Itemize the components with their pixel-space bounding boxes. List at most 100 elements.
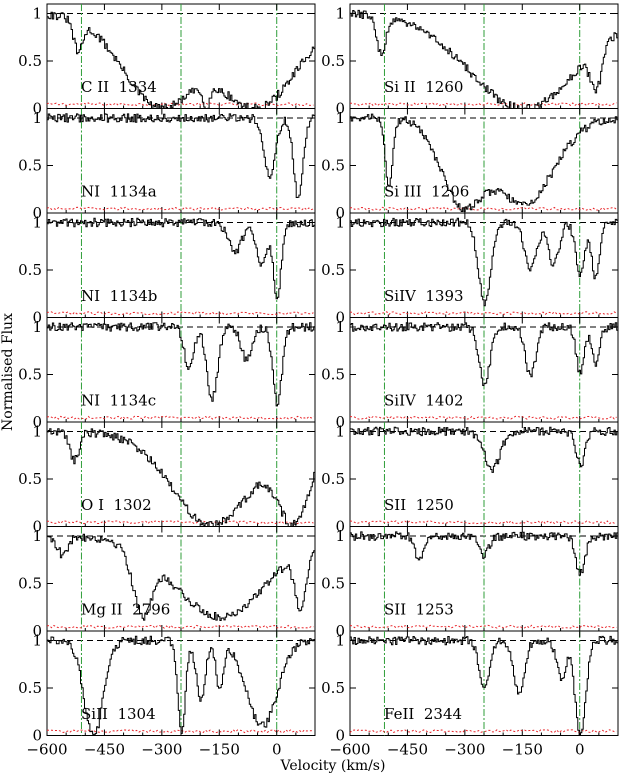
error-spectrum — [349, 520, 617, 525]
y-tick-label: 0 — [335, 413, 345, 431]
y-tick-label: 1 — [32, 214, 42, 232]
flux-spectrum — [47, 533, 315, 621]
y-tick-label: 0.5 — [321, 679, 345, 697]
ion-label: SiII 1304 — [81, 705, 156, 723]
y-tick-label: 1 — [32, 632, 42, 650]
ion-label: SiIV 1402 — [384, 392, 464, 410]
error-spectrum — [46, 520, 314, 525]
y-tick-label: 1 — [32, 5, 42, 23]
x-tick-label: −600 — [26, 741, 67, 759]
flux-spectrum — [350, 217, 618, 307]
y-tick-label: 0.5 — [321, 261, 345, 279]
y-tick-label: 0.5 — [18, 52, 42, 70]
y-tick-label: 0.5 — [321, 366, 345, 384]
y-tick-label: 1 — [32, 109, 42, 127]
flux-spectrum — [350, 113, 618, 212]
ion-label: Mg II 2796 — [81, 601, 170, 619]
ion-label: NI 1134b — [81, 287, 157, 305]
flux-spectrum — [47, 322, 315, 407]
flux-spectrum — [350, 322, 618, 386]
panel-left-5: 0 0.5 1 Mg II 2796 — [18, 526, 316, 640]
y-tick-label: 0 — [335, 100, 345, 118]
panel-right-4: 0 0.5 1 SII 1250 — [321, 421, 619, 536]
y-tick-label: 0.5 — [18, 261, 42, 279]
ion-label: NI 1134c — [81, 392, 156, 410]
panel-left-4: 0 0.5 1 O I 1302 — [18, 421, 316, 536]
y-tick-label: 0.5 — [321, 470, 345, 488]
panel-left-3: 0 0.5 1 NI 1134c — [18, 317, 316, 431]
y-tick-label: 1 — [32, 527, 42, 545]
y-tick-label: 0 — [32, 309, 42, 327]
ion-label: SII 1250 — [384, 496, 454, 514]
y-tick-label: 0 — [32, 100, 42, 118]
panel-right-3: 0 0.5 1 SiIV 1402 — [321, 317, 619, 431]
x-tick-label: −450 — [84, 741, 125, 759]
error-spectrum — [349, 415, 617, 420]
y-tick-label: 0 — [32, 204, 42, 222]
x-axis-title: Velocity (km/s) — [280, 758, 386, 774]
x-tick-label: −450 — [387, 741, 428, 759]
panel-left-0: 0 0.5 1 C II 1334 — [18, 3, 316, 118]
error-spectrum — [349, 102, 617, 107]
flux-spectrum — [350, 635, 618, 736]
panel-right-0: 0 0.5 1 Si II 1260 — [321, 3, 619, 118]
ion-label: SiIV 1393 — [384, 287, 464, 305]
y-tick-label: 0.5 — [321, 52, 345, 70]
y-tick-label: 0.5 — [18, 470, 42, 488]
error-spectrum — [349, 624, 617, 629]
panel-right-6: 0 0.5 1 FeII 2344 −600 −450 −300 −150 0 — [321, 630, 619, 759]
y-tick-label: 0 — [32, 518, 42, 536]
y-tick-label: 0 — [32, 727, 42, 745]
panel-right-1: 0 0.5 1 Si III 1206 — [321, 108, 619, 222]
y-tick-label: 1 — [335, 318, 345, 336]
y-tick-label: 0.5 — [18, 575, 42, 593]
ion-label: FeII 2344 — [384, 705, 462, 723]
panel-right-2: 0 0.5 1 SiIV 1393 — [321, 212, 619, 327]
y-tick-label: 0.5 — [18, 157, 42, 175]
y-tick-label: 0.5 — [321, 575, 345, 593]
flux-spectrum — [350, 426, 618, 473]
y-tick-label: 0 — [335, 622, 345, 640]
panel-left-2: 0 0.5 1 NI 1134b — [18, 212, 316, 327]
flux-spectrum — [47, 11, 315, 109]
x-tick-label: −600 — [329, 741, 370, 759]
error-spectrum — [46, 415, 314, 420]
error-spectrum — [46, 624, 314, 629]
y-tick-label: 1 — [335, 214, 345, 232]
y-tick-label: 0 — [32, 413, 42, 431]
x-tick-label: −150 — [199, 741, 240, 759]
ion-label: C II 1334 — [81, 78, 157, 96]
y-tick-label: 1 — [32, 318, 42, 336]
y-tick-label: 1 — [335, 632, 345, 650]
error-spectrum — [46, 206, 314, 211]
x-tick-label: 0 — [575, 741, 585, 759]
flux-spectrum — [47, 113, 315, 198]
x-tick-label: −300 — [141, 741, 182, 759]
error-spectrum — [46, 102, 314, 107]
x-tick-label: 0 — [272, 741, 282, 759]
x-tick-label: −300 — [444, 741, 485, 759]
ion-label: O I 1302 — [81, 496, 152, 514]
ion-label: Si II 1260 — [384, 78, 463, 96]
y-tick-label: 1 — [32, 423, 42, 441]
flux-spectrum — [350, 531, 618, 576]
panel-right-5: 0 0.5 1 SII 1253 — [321, 526, 619, 640]
error-spectrum — [350, 206, 617, 211]
x-tick-label: −150 — [502, 741, 543, 759]
error-spectrum — [349, 311, 617, 316]
panel-left-6: 0 0.5 1 SiII 1304 −600 −450 −300 −150 0 — [18, 630, 316, 759]
flux-spectrum — [350, 9, 618, 109]
y-tick-label: 0 — [32, 622, 42, 640]
y-axis-title: Normalised Flux — [0, 313, 16, 431]
flux-spectrum — [47, 635, 315, 736]
panel-left-1: 0 0.5 1 NI 1134a — [18, 108, 316, 222]
y-tick-label: 0 — [335, 727, 345, 745]
y-tick-label: 0.5 — [18, 366, 42, 384]
error-spectrum — [349, 729, 617, 734]
y-tick-label: 1 — [335, 423, 345, 441]
y-tick-label: 0.5 — [321, 157, 345, 175]
ion-label: NI 1134a — [81, 183, 157, 201]
y-tick-label: 1 — [335, 527, 345, 545]
y-tick-label: 1 — [335, 5, 345, 23]
